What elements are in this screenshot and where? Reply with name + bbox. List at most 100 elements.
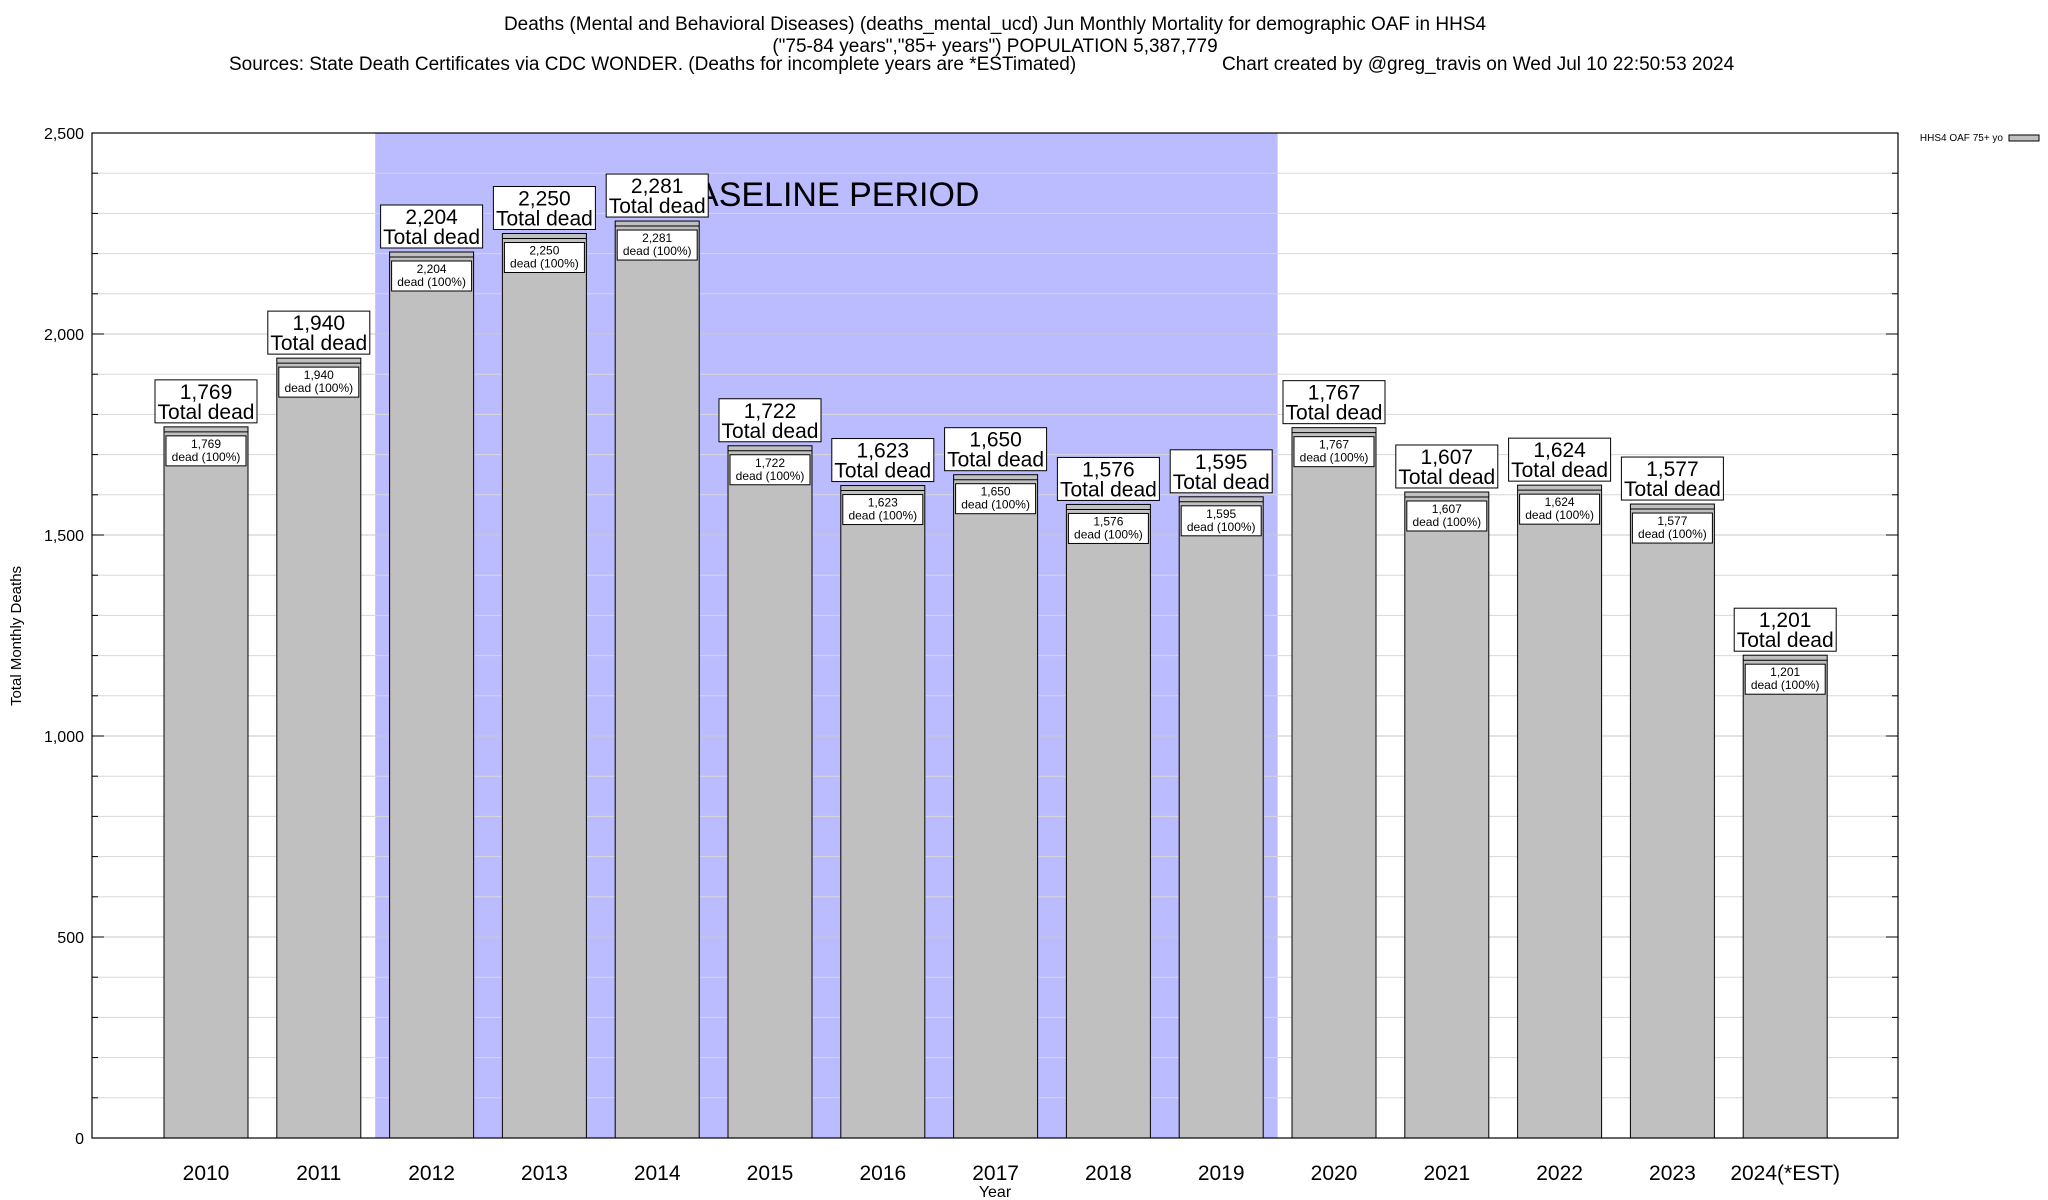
outer-suffix-label: Total dead (1060, 478, 1157, 501)
outer-suffix-label: Total dead (383, 226, 480, 249)
outer-suffix-label: Total dead (1511, 459, 1608, 482)
inner-value-label: 1,607 (1432, 502, 1462, 516)
outer-label-box (380, 204, 484, 249)
inner-suffix-label: dead (100%) (284, 381, 353, 395)
inner-label-box (1631, 512, 1713, 544)
bar-2020 (1291, 427, 1377, 1139)
inner-value-label: 1,624 (1545, 495, 1575, 509)
inner-value-label: 1,576 (1093, 514, 1123, 528)
x-tick-label: 2011 (296, 1162, 341, 1185)
y-tick-label: 2,000 (44, 327, 84, 344)
outer-label-box (492, 186, 596, 230)
chart-subtitle: ("75-84 years","85+ years") POPULATION 5… (772, 36, 1218, 57)
plot-frame (91, 132, 1899, 1139)
bar-2024(*EST) (1742, 654, 1828, 1139)
chart-title: Deaths (Mental and Behavioral Diseases) … (503, 14, 1487, 35)
inner-value-label: 1,767 (1319, 438, 1349, 452)
bar-2015 (727, 445, 813, 1139)
outer-value-label: 1,201 (1759, 609, 1812, 632)
inner-value-label: 1,201 (1770, 665, 1800, 679)
outer-suffix-label: Total dead (1398, 466, 1495, 489)
x-tick-label: 2020 (1311, 1162, 1358, 1185)
outer-label-box (1282, 380, 1386, 425)
inner-label-box (278, 366, 360, 398)
inner-value-label: 1,595 (1206, 507, 1236, 521)
chart-source: Sources: State Death Certificates via CD… (229, 54, 1077, 75)
outer-suffix-label: Total dead (947, 449, 1044, 472)
bar-2014 (614, 220, 700, 1139)
inner-value-label: 1,722 (755, 456, 785, 470)
legend-swatch (2008, 134, 2040, 142)
inner-suffix-label: dead (100%) (1074, 527, 1143, 541)
outer-label-box (605, 173, 709, 218)
inner-value-label: 1,577 (1657, 514, 1687, 528)
x-tick-label: 2023 (1649, 1162, 1696, 1185)
outer-value-label: 1,576 (1082, 458, 1135, 481)
inner-suffix-label: dead (100%) (1300, 451, 1369, 465)
outer-suffix-label: Total dead (1286, 402, 1383, 425)
outer-value-label: 1,722 (744, 400, 797, 423)
inner-label-box (503, 242, 585, 273)
outer-suffix-label: Total dead (1624, 478, 1721, 501)
outer-value-label: 1,940 (293, 312, 346, 335)
bar-2017 (953, 474, 1039, 1139)
x-tick-label: 2022 (1536, 1162, 1583, 1185)
inner-value-label: 1,623 (868, 496, 898, 510)
outer-label-box (1508, 437, 1612, 482)
bar-2019 (1178, 496, 1264, 1139)
outer-label-box (1733, 607, 1837, 652)
inner-label-box (842, 494, 924, 526)
bar-2012 (389, 251, 475, 1139)
inner-suffix-label: dead (100%) (1187, 520, 1256, 534)
outer-value-label: 1,769 (180, 381, 233, 404)
x-tick-label: 2021 (1423, 1162, 1470, 1185)
x-tick-label: 2016 (859, 1162, 906, 1185)
x-tick-label: 2014 (634, 1162, 681, 1185)
inner-value-label: 1,650 (981, 485, 1011, 499)
y-tick-label: 1,000 (44, 729, 84, 746)
chart-credit: Chart created by @greg_travis on Wed Jul… (1222, 54, 1735, 75)
inner-suffix-label: dead (100%) (1412, 515, 1481, 529)
inner-value-label: 2,250 (529, 244, 559, 258)
outer-value-label: 1,607 (1421, 446, 1474, 469)
x-tick-label: 2017 (972, 1162, 1019, 1185)
inner-label-box (1293, 436, 1375, 468)
outer-value-label: 2,250 (518, 188, 571, 211)
outer-suffix-label: Total dead (722, 420, 819, 443)
x-axis-label: Year (979, 1184, 1012, 1200)
outer-label-box (1056, 456, 1160, 501)
x-tick-label: 2024(*EST) (1730, 1162, 1840, 1185)
outer-value-label: 1,624 (1533, 439, 1586, 462)
inner-label-box (1180, 505, 1262, 537)
inner-suffix-label: dead (100%) (961, 498, 1030, 512)
outer-value-label: 1,767 (1308, 382, 1361, 405)
inner-label-box (165, 435, 247, 467)
inner-suffix-label: dead (100%) (1638, 527, 1707, 541)
x-tick-label: 2012 (408, 1162, 455, 1185)
outer-label-box (1395, 444, 1499, 489)
y-tick-label: 500 (57, 930, 84, 947)
inner-label-box (1744, 663, 1826, 695)
bar-2018 (1065, 503, 1151, 1139)
chart-title-block: Deaths (Mental and Behavioral Diseases) … (0, 14, 1990, 58)
legend-label: HHS4 OAF 75+ yo (1920, 133, 2004, 144)
inner-label-box (391, 260, 473, 292)
y-axis-label: Total Monthly Deaths (8, 566, 25, 706)
bar-2022 (1517, 484, 1603, 1139)
outer-label-box (267, 310, 371, 355)
outer-label-box (944, 427, 1048, 472)
inner-suffix-label: dead (100%) (1751, 678, 1820, 692)
outer-label-box (1169, 449, 1273, 494)
x-tick-label: 2019 (1198, 1162, 1245, 1185)
outer-suffix-label: Total dead (834, 460, 931, 483)
outer-label-box (831, 438, 935, 483)
x-tick-label: 2018 (1085, 1162, 1132, 1185)
outer-suffix-label: Total dead (1737, 629, 1834, 652)
inner-suffix-label: dead (100%) (397, 275, 466, 289)
bar-2013 (501, 233, 587, 1139)
inner-value-label: 1,769 (191, 437, 221, 451)
outer-suffix-label: Total dead (496, 208, 593, 231)
inner-suffix-label: dead (100%) (510, 257, 579, 271)
outer-label-box (718, 398, 822, 443)
